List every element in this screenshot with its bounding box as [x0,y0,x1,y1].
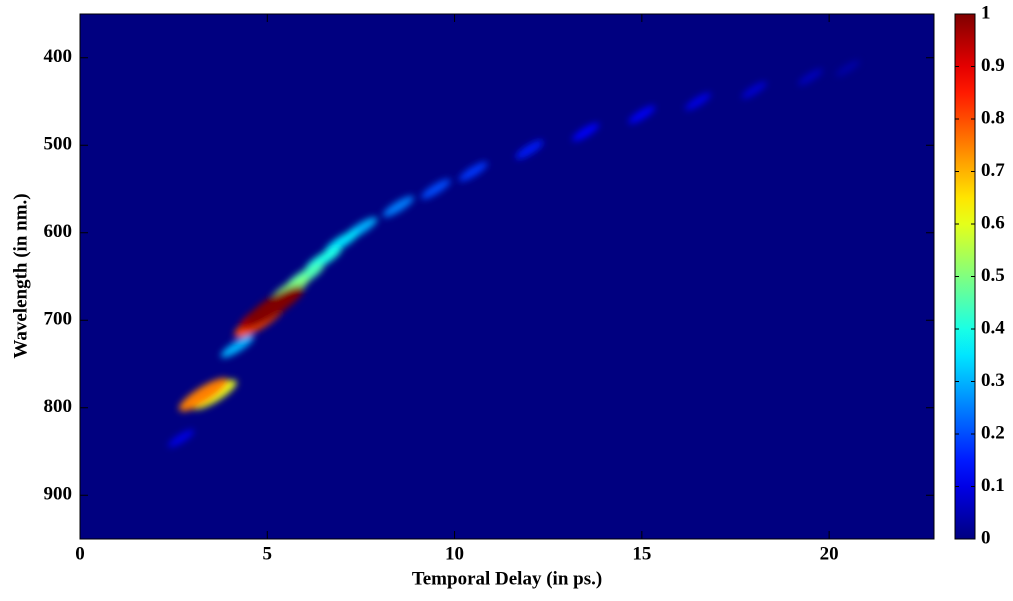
heat-blob [685,92,711,111]
heat-blob [324,229,360,254]
colorbar-tick-label: 1 [981,2,991,23]
heat-blob [245,285,304,325]
colorbar-tick-label: 0.4 [981,317,1005,338]
colorbar-tick-label: 0 [981,527,991,548]
y-tick-label: 700 [44,309,73,330]
x-tick-label: 10 [445,543,464,564]
heat-blob [179,378,229,412]
heat-blob [628,105,656,124]
heat-blob [382,195,415,218]
colorbar-tick-label: 0.8 [981,107,1005,128]
colorbar-tick-label: 0.7 [981,160,1005,181]
colorbar-tick-label: 0.2 [981,422,1005,443]
colorbar-tick-label: 0.3 [981,370,1005,391]
heat-blob [798,68,823,86]
y-tick-label: 400 [44,46,73,67]
colorbar-tick-label: 0.5 [981,265,1005,286]
x-tick-label: 0 [75,543,85,564]
heat-blob [741,81,767,99]
y-axis-label: Wavelength (in nm.) [10,193,31,358]
y-tick-label: 500 [44,134,73,155]
x-axis-label: Temporal Delay (in ps.) [412,568,602,589]
plot-background [80,14,934,539]
heat-blob [515,140,544,159]
heat-layer [168,60,860,448]
y-tick-label: 600 [44,221,73,242]
heat-blob [168,429,195,448]
y-tick-label: 800 [44,396,73,417]
heat-blob [458,161,488,182]
heat-blob [835,60,860,77]
heat-blob [220,335,254,358]
colorbar-tick-label: 0.9 [981,55,1005,76]
colorbar-tick-label: 0.6 [981,212,1005,233]
colorbar-tick-label: 0.1 [981,475,1005,496]
y-tick-label: 900 [44,484,73,505]
heat-blob [572,123,600,142]
x-tick-label: 20 [820,543,839,564]
plot-frame [79,13,935,540]
x-tick-label: 15 [632,543,651,564]
heat-blob [421,179,451,199]
x-tick-label: 5 [263,543,273,564]
